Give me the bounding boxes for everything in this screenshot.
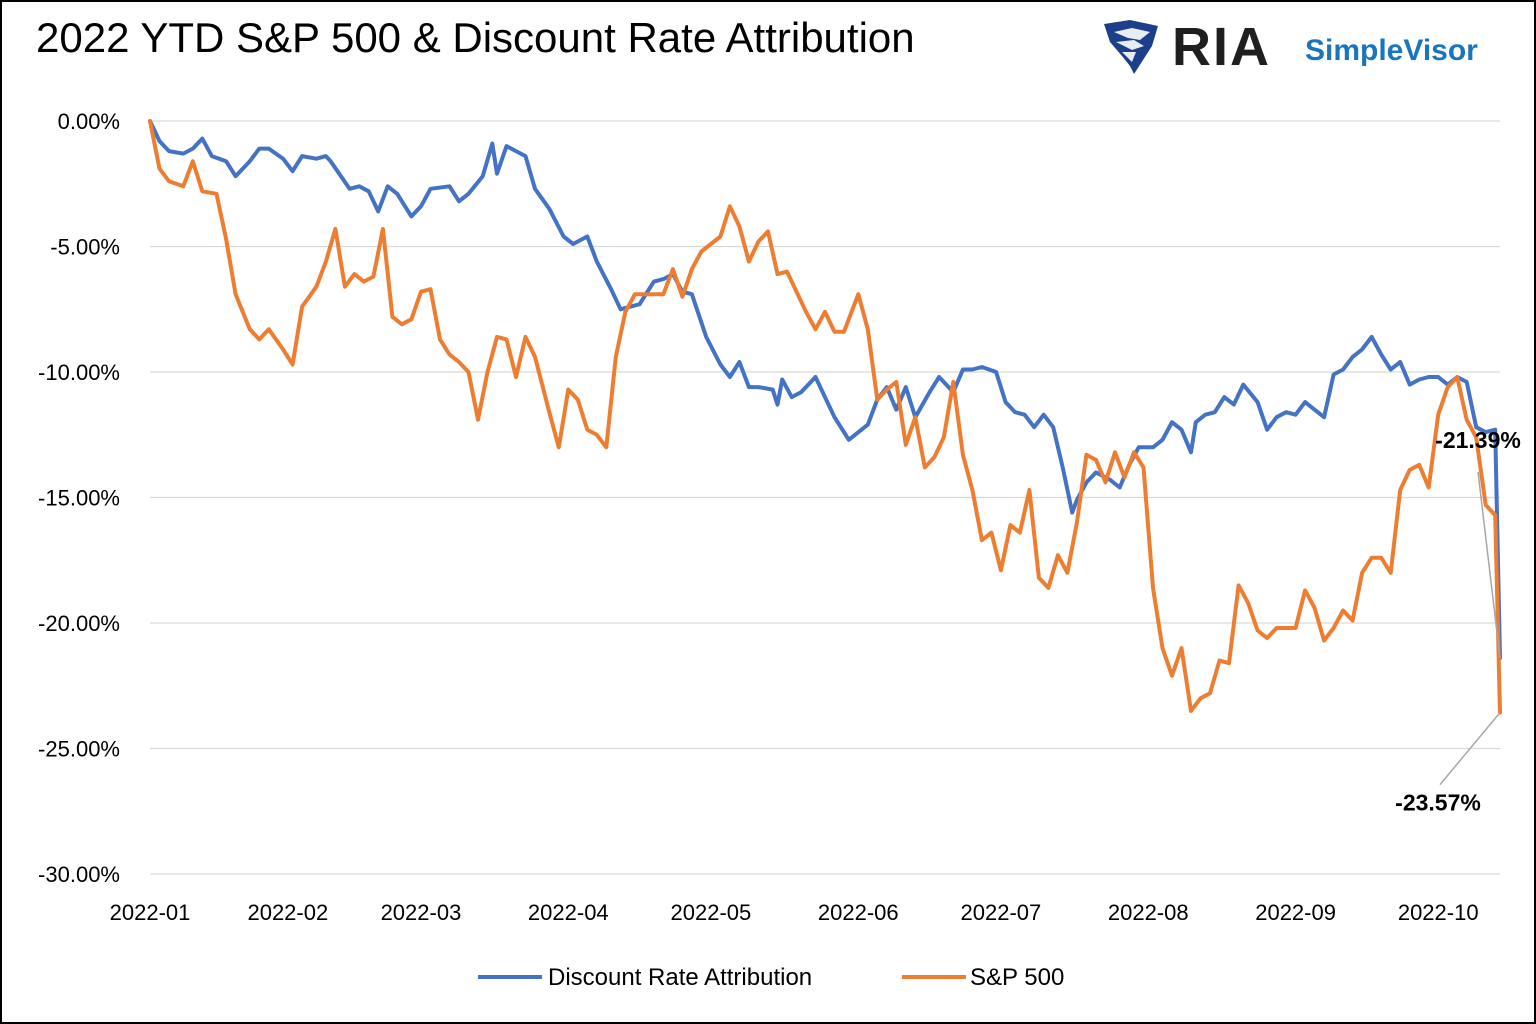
annotation-discount-rate-value: -21.39% <box>1435 427 1521 453</box>
annotation-leader-line <box>1439 712 1501 786</box>
x-tick-label: 2022-09 <box>1255 900 1336 925</box>
x-tick-label: 2022-01 <box>110 900 191 925</box>
y-tick-label: -25.00% <box>38 737 120 762</box>
chart-title: 2022 YTD S&P 500 & Discount Rate Attribu… <box>36 14 915 61</box>
annotation-leader-line <box>1477 471 1501 658</box>
y-tick-label: -5.00% <box>50 235 120 260</box>
x-tick-label: 2022-02 <box>247 900 328 925</box>
legend: Discount Rate Attribution S&P 500 <box>478 964 1064 991</box>
y-tick-label: -10.00% <box>38 360 120 385</box>
x-tick-label: 2022-03 <box>381 900 462 925</box>
legend-label-sp500: S&P 500 <box>970 964 1064 991</box>
y-axis-ticks: 0.00% -5.00% -10.00% -15.00% -20.00% -25.00% -… <box>38 109 120 887</box>
y-tick-label: -20.00% <box>38 611 120 636</box>
y-tick-label: 0.00% <box>58 109 120 134</box>
x-tick-label: 2022-10 <box>1398 900 1479 925</box>
legend-label-discount-rate: Discount Rate Attribution <box>548 964 812 991</box>
gridlines <box>150 120 1500 750</box>
series-lines <box>148 119 1502 715</box>
x-tick-label: 2022-06 <box>818 900 899 925</box>
annotation-sp500-value: -23.57% <box>1395 790 1481 816</box>
x-tick-label: 2022-07 <box>961 900 1042 925</box>
end-value-annotations: -21.39% -23.57% <box>1395 427 1521 816</box>
x-tick-label: 2022-08 <box>1108 900 1189 925</box>
y-tick-label: -15.00% <box>38 486 120 511</box>
series-line-discount-rate <box>148 119 1502 660</box>
eagle-shield-icon <box>1104 20 1158 74</box>
simplevisor-logo-text: SimpleVisor <box>1305 34 1478 67</box>
ria-logo-text: RIA <box>1172 17 1271 77</box>
x-axis-ticks: 2022-01 2022-02 2022-03 2022-04 2022-05 2022-… <box>110 900 1479 925</box>
x-tick-label: 2022-04 <box>528 900 609 925</box>
x-tick-label: 2022-05 <box>671 900 752 925</box>
y-tick-label: -30.00% <box>38 862 120 887</box>
series-line-sp500 <box>148 119 1502 715</box>
